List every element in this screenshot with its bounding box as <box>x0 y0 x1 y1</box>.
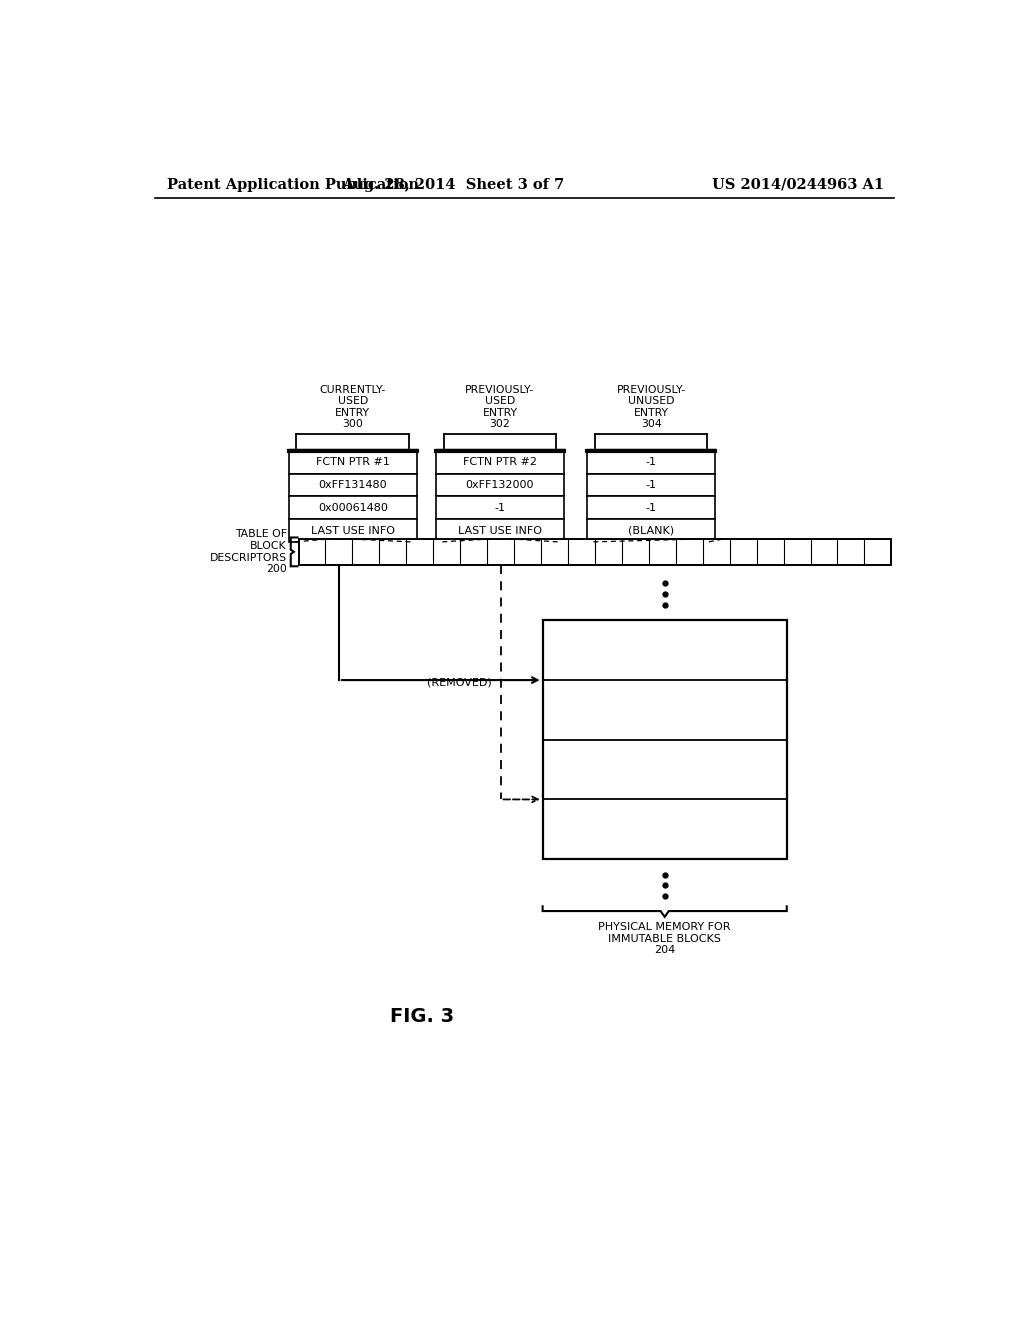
Bar <box>289 496 417 519</box>
Bar <box>289 474 417 496</box>
Bar <box>436 496 564 519</box>
Text: (BLANK): (BLANK) <box>628 525 674 536</box>
Text: FCTN PTR #2: FCTN PTR #2 <box>463 457 537 467</box>
Bar <box>587 496 715 519</box>
Text: -1: -1 <box>645 457 656 467</box>
Text: LAST USE INFO: LAST USE INFO <box>458 525 542 536</box>
Text: -1: -1 <box>645 480 656 490</box>
Text: LAST USE INFO: LAST USE INFO <box>310 525 394 536</box>
Text: Aug. 28, 2014  Sheet 3 of 7: Aug. 28, 2014 Sheet 3 of 7 <box>342 178 564 191</box>
Bar <box>289 519 417 543</box>
Bar <box>587 451 715 474</box>
Bar <box>543 620 786 859</box>
Text: CURRENTLY-
USED
ENTRY
300: CURRENTLY- USED ENTRY 300 <box>319 384 386 429</box>
Text: -1: -1 <box>495 503 506 512</box>
Text: Patent Application Publication: Patent Application Publication <box>167 178 419 191</box>
Text: PREVIOUSLY-
UNUSED
ENTRY
304: PREVIOUSLY- UNUSED ENTRY 304 <box>616 384 686 429</box>
Text: 0xFF132000: 0xFF132000 <box>466 480 535 490</box>
Bar <box>436 519 564 543</box>
Text: FIG. 3: FIG. 3 <box>390 1007 455 1027</box>
Text: PREVIOUSLY-
USED
ENTRY
302: PREVIOUSLY- USED ENTRY 302 <box>465 384 535 429</box>
Bar <box>587 474 715 496</box>
Bar <box>299 539 891 565</box>
Text: PHYSICAL MEMORY FOR
IMMUTABLE BLOCKS
204: PHYSICAL MEMORY FOR IMMUTABLE BLOCKS 204 <box>598 923 731 956</box>
Text: -1: -1 <box>645 503 656 512</box>
Text: TABLE OF
BLOCK
DESCRIPTORS
200: TABLE OF BLOCK DESCRIPTORS 200 <box>210 529 287 574</box>
Bar <box>436 451 564 474</box>
Text: FCTN PTR #1: FCTN PTR #1 <box>315 457 390 467</box>
Bar <box>289 451 417 474</box>
Text: 0xFF131480: 0xFF131480 <box>318 480 387 490</box>
Text: (REMOVED): (REMOVED) <box>427 677 492 688</box>
Text: 0x00061480: 0x00061480 <box>317 503 388 512</box>
Text: US 2014/0244963 A1: US 2014/0244963 A1 <box>712 178 884 191</box>
Bar <box>587 519 715 543</box>
Bar <box>436 474 564 496</box>
